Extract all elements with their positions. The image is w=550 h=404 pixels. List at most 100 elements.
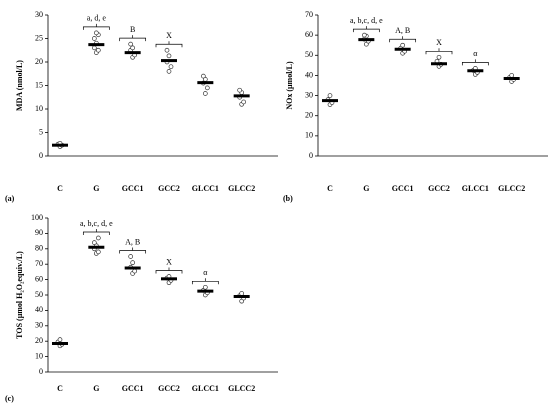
x-tick-label: GLCC1 xyxy=(192,384,219,393)
data-point xyxy=(509,73,515,78)
x-tick-label: G xyxy=(93,184,99,193)
data-point xyxy=(93,30,99,36)
bracket xyxy=(425,48,453,55)
x-tick-label: GLCC1 xyxy=(462,184,489,193)
y-axis-label: MDA (nmol/L) xyxy=(15,60,24,111)
y-tick-label: 60 xyxy=(305,30,313,39)
y-tick-label: 40 xyxy=(35,305,43,314)
y-tick-label: 80 xyxy=(35,244,43,253)
y-tick-label: 10 xyxy=(35,351,43,360)
bracket xyxy=(461,59,489,66)
y-tick-label: 30 xyxy=(35,10,43,19)
y-tick-label: 20 xyxy=(305,111,313,120)
x-tick-label: GCC1 xyxy=(392,184,414,193)
data-point xyxy=(241,99,247,105)
x-tick-label: GLCC2 xyxy=(228,384,255,393)
annotation: A, B xyxy=(125,237,140,246)
data-point xyxy=(128,41,134,47)
bracket xyxy=(82,23,110,30)
data-point xyxy=(91,240,97,245)
y-tick-label: 30 xyxy=(35,321,43,330)
data-point xyxy=(95,235,101,241)
y-axis-label: TOS (μmol H₂O₂equiv./L) xyxy=(15,251,24,339)
data-point xyxy=(57,337,63,343)
data-point xyxy=(200,73,206,79)
y-tick-label: 15 xyxy=(35,80,43,89)
annotation: A, B xyxy=(395,26,410,35)
x-tick-label: C xyxy=(57,184,63,193)
y-tick-label: 25 xyxy=(35,33,43,42)
bracket xyxy=(352,26,380,33)
x-tick-label: GCC1 xyxy=(122,384,144,393)
data-point xyxy=(164,47,170,53)
data-point xyxy=(132,268,138,274)
data-point xyxy=(91,36,97,41)
data-point xyxy=(239,291,245,296)
panel-label: (a) xyxy=(5,194,15,203)
y-tick-label: 50 xyxy=(35,290,43,299)
data-point xyxy=(202,284,208,290)
y-tick-label: 90 xyxy=(35,228,43,237)
y-tick-label: 5 xyxy=(39,127,43,136)
data-point xyxy=(128,254,134,259)
data-point xyxy=(91,45,97,51)
y-tick-label: 40 xyxy=(305,70,313,79)
data-point xyxy=(166,53,172,59)
data-point xyxy=(202,91,208,96)
y-tick-label: 10 xyxy=(35,104,43,113)
bracket xyxy=(155,41,183,48)
y-axis-label: NOx (μmol/L) xyxy=(285,61,294,110)
y-tick-label: 30 xyxy=(305,90,313,99)
y-tick-label: 0 xyxy=(39,151,43,160)
panel-label: (c) xyxy=(5,394,14,403)
bracket xyxy=(191,278,219,285)
panel-label: (b) xyxy=(283,194,293,203)
y-tick-label: 20 xyxy=(35,57,43,66)
bracket xyxy=(389,36,417,43)
annotation: a, d, e xyxy=(87,14,107,23)
y-tick-label: 70 xyxy=(305,10,313,19)
x-tick-label: GLCC2 xyxy=(228,184,255,193)
data-point xyxy=(95,249,101,255)
x-tick-label: C xyxy=(327,184,333,193)
data-point xyxy=(130,260,136,266)
x-tick-label: GLCC2 xyxy=(498,184,525,193)
data-point xyxy=(168,64,174,70)
x-tick-label: GCC2 xyxy=(158,384,180,393)
data-point xyxy=(361,32,367,38)
data-point xyxy=(400,42,406,48)
y-tick-label: 60 xyxy=(35,274,43,283)
y-tick-label: 0 xyxy=(39,367,43,376)
annotation: X xyxy=(436,38,442,47)
y-tick-label: 10 xyxy=(305,131,313,140)
y-tick-label: 70 xyxy=(35,259,43,268)
bracket xyxy=(119,247,147,254)
annotation: a, b,c, d, e xyxy=(80,219,113,228)
data-point xyxy=(204,85,210,91)
x-tick-label: GCC2 xyxy=(158,184,180,193)
annotation: α xyxy=(203,268,208,277)
x-tick-label: G xyxy=(363,184,369,193)
x-tick-label: GLCC1 xyxy=(192,184,219,193)
annotation: X xyxy=(166,257,172,266)
y-tick-label: 100 xyxy=(31,213,43,222)
data-point xyxy=(327,93,333,98)
data-point xyxy=(166,69,172,74)
x-tick-label: G xyxy=(93,384,99,393)
data-point xyxy=(95,47,101,53)
data-point xyxy=(436,54,442,60)
x-tick-label: C xyxy=(57,384,63,393)
data-point xyxy=(130,45,136,51)
y-tick-label: 20 xyxy=(35,336,43,345)
annotation: α xyxy=(473,49,478,58)
x-tick-label: GCC1 xyxy=(122,184,144,193)
y-tick-label: 0 xyxy=(309,151,313,160)
bracket xyxy=(155,267,183,274)
data-point xyxy=(237,87,243,93)
annotation: X xyxy=(166,31,172,40)
annotation: a, b,c, d, e xyxy=(350,16,383,25)
x-tick-label: GCC2 xyxy=(428,184,450,193)
bracket xyxy=(119,35,147,42)
y-tick-label: 50 xyxy=(305,50,313,59)
